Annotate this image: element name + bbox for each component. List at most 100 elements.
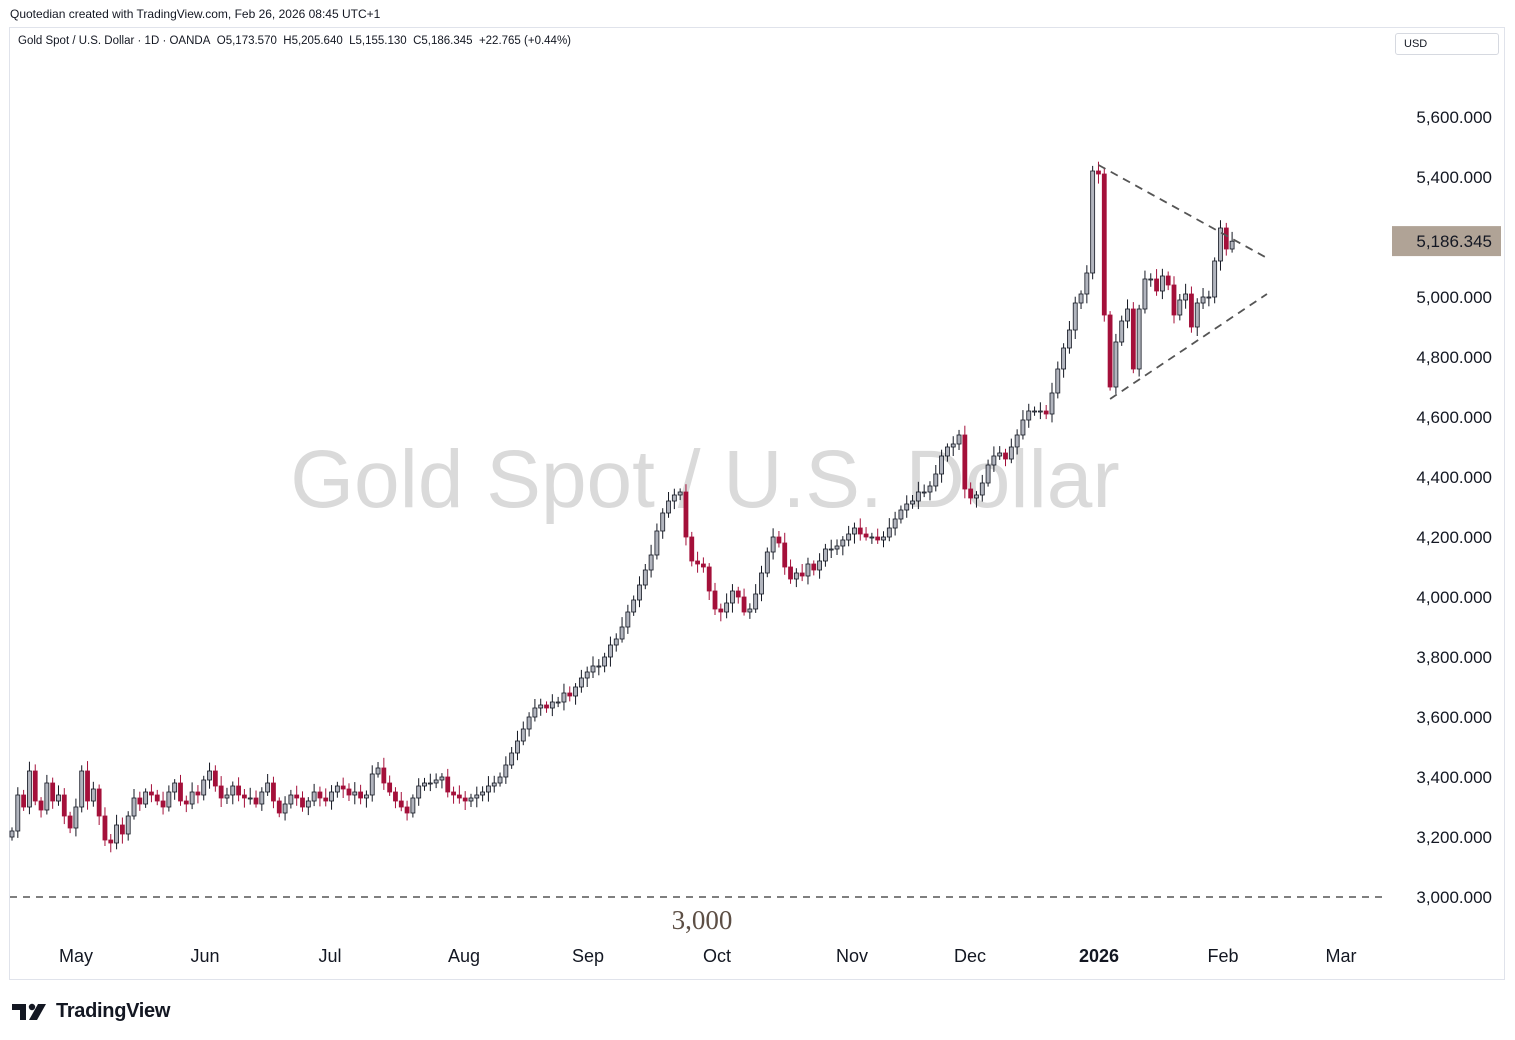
candle [945,443,950,462]
candle [1014,429,1020,455]
candle-body [143,791,149,805]
candle [1078,290,1084,309]
candle [637,576,642,608]
candle [486,776,491,802]
candle-body [608,644,613,658]
candle [1223,222,1229,256]
candle [666,492,671,518]
candle [979,474,985,502]
candle-body [189,791,195,805]
candle [799,564,805,582]
candle-body [852,527,857,535]
candle [1049,382,1055,423]
candle-body [828,548,834,551]
candle-body [642,569,648,586]
candle [1026,403,1032,428]
candle [218,776,224,807]
candlestick-series [9,161,1235,853]
candle-body [939,455,944,475]
candle-body [1037,410,1043,413]
legend-low: L5,155.130 [349,35,407,47]
candle-body [1061,347,1067,370]
candle-body [1032,410,1037,413]
candle-body [241,794,247,799]
candle [886,518,892,542]
candle-body [398,800,404,808]
candle-body [282,803,288,814]
candle-body [276,800,282,814]
candle [456,785,462,804]
candle [1212,257,1218,304]
candle [997,446,1003,460]
price-tick-label: 4,600.000 [1416,408,1492,427]
candle-body [1055,368,1061,394]
candle [962,425,968,499]
candle-body [422,782,427,787]
candle-body [44,782,50,811]
candle-body [1090,170,1096,274]
candle-body [910,500,915,505]
candle [1154,269,1159,296]
legend-symbol[interactable]: Gold Spot / U.S. Dollar · 1D · OANDA [18,35,211,47]
currency-button[interactable]: USD [1395,33,1499,55]
time-tick-label: Mar [1326,946,1357,966]
candle [1032,406,1037,416]
candle [706,563,712,600]
candle-body [149,791,154,796]
candle-body [1218,227,1223,262]
candle-body [1119,320,1125,343]
candle-body [387,782,393,793]
candle-body [863,533,869,538]
time-axis[interactable]: May Jun Jul Aug Sep Oct Nov Dec 2026 Feb Mar [59,946,1357,966]
candle [1067,321,1072,354]
candle-body [15,794,21,832]
candle [544,701,549,713]
candle [898,505,904,524]
candle [1008,438,1014,464]
candle [201,775,207,801]
candle [933,465,939,492]
candle [700,557,706,573]
candle [1189,286,1194,333]
candle-body [451,791,456,796]
candle-body [102,815,108,841]
candle [1130,302,1136,374]
last-price-label: 5,186.345 [1416,232,1492,251]
candle [1206,290,1212,307]
candle [747,603,753,619]
candle [1142,270,1148,314]
candle [857,518,863,541]
candle-body [456,794,462,799]
candle [1171,276,1177,324]
candle [549,694,555,717]
candle-body [695,560,700,565]
candle [915,481,921,510]
candle-body [741,596,747,613]
candle-body [1223,227,1229,250]
candle-body [1200,296,1206,304]
candle [305,797,311,816]
candle [671,488,677,510]
candle [1043,405,1049,420]
candle-body [1003,452,1008,460]
price-tick-label: 5,600.000 [1416,108,1492,127]
candle [950,436,956,456]
candle [410,794,416,818]
candle [613,633,619,652]
candle-body [1154,278,1159,292]
candle [1125,299,1130,329]
candle [15,787,21,838]
candle [79,765,85,813]
candle-body [358,791,364,799]
candle [1037,402,1043,420]
candle [427,773,433,792]
candle [776,531,782,548]
candle-body [137,797,143,805]
candle-body [509,752,515,766]
support-line-3000: 3,000 [10,896,1385,935]
candle [166,785,172,812]
candle-body [1084,272,1090,295]
candle [793,568,799,588]
candle-body [207,770,212,781]
